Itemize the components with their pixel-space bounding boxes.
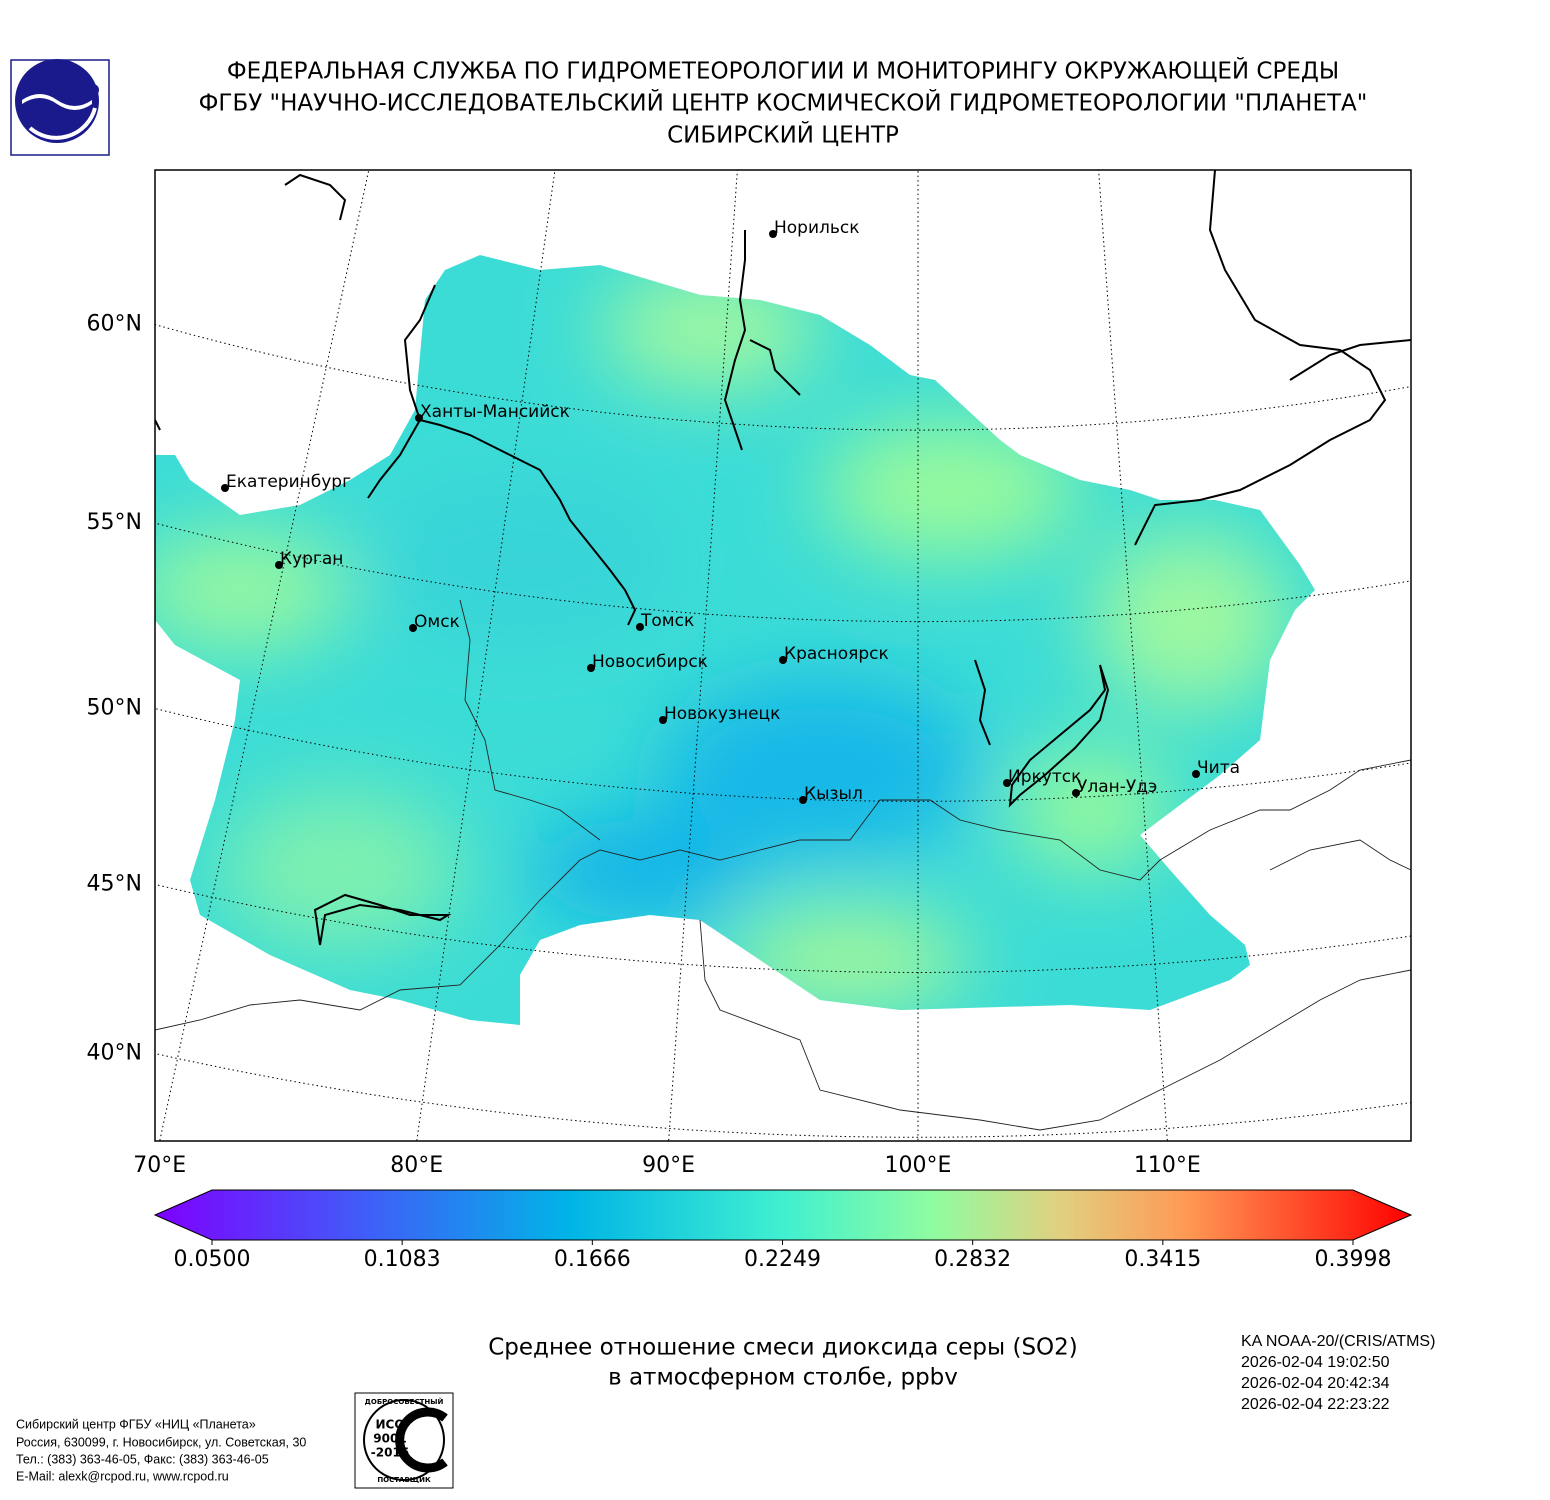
city-dot xyxy=(636,623,644,631)
city-dot xyxy=(799,796,807,804)
footer-line: Россия, 630099, г. Новосибирск, ул. Сове… xyxy=(16,1435,306,1449)
city-dot xyxy=(587,664,595,672)
axis-labels: 40°N 45°N 50°N 55°N 60°N 70°E 80°E 90°E 100°E 110… xyxy=(87,312,1201,1178)
lat-label: 45°N xyxy=(87,872,142,897)
iso-text: -2015 xyxy=(371,1446,409,1460)
city-dot xyxy=(415,414,423,422)
city-dot xyxy=(221,484,229,492)
pass-time: 2026-02-04 19:02:50 xyxy=(1241,1354,1390,1371)
city-label: Екатеринбург xyxy=(226,472,351,492)
map-title: в атмосферном столбе, ppbv xyxy=(608,1365,958,1391)
map-title: Среднее отношение смеси диоксида серы (S… xyxy=(488,1335,1078,1361)
city-label: Новокузнецк xyxy=(664,704,780,724)
city-label: Кызыл xyxy=(804,784,863,804)
logo xyxy=(10,59,110,156)
city-label: Красноярск xyxy=(784,644,889,664)
city-label: Норильск xyxy=(774,218,860,238)
pass-time: 2026-02-04 20:42:34 xyxy=(1241,1375,1390,1392)
city-dot xyxy=(769,230,777,238)
iso-text: ИСО xyxy=(375,1418,404,1432)
footer-line: Тел.: (383) 363-46-05, Факс: (383) 363-4… xyxy=(16,1452,269,1466)
lon-label: 100°E xyxy=(885,1153,952,1178)
city-label: Чита xyxy=(1197,758,1240,778)
colorbar-tick-label: 0.3998 xyxy=(1315,1247,1392,1272)
colorbar: 0.0500 0.1083 0.1666 0.2249 0.2832 0.3415 0.39… xyxy=(153,1189,1413,1272)
parallel xyxy=(155,522,1411,623)
iso-logo: ДОБРОСОВЕСТНЫЙ ИСО 9001 -2015 ПОСТАВЩИК xyxy=(354,1392,454,1489)
iso-text: 9001 xyxy=(373,1432,406,1446)
colorbar-tick-label: 0.3415 xyxy=(1124,1247,1201,1272)
lat-label: 50°N xyxy=(87,696,142,721)
city-dot xyxy=(409,624,417,632)
header-line: ФГБУ "НАУЧНО-ИССЛЕДОВАТЕЛЬСКИЙ ЦЕНТР КОС… xyxy=(199,89,1368,117)
city-dot xyxy=(1192,770,1200,778)
footer-line: E-Mail: alexk@rcpod.ru, www.rcpod.ru xyxy=(16,1469,229,1483)
lat-label: 60°N xyxy=(87,312,142,337)
city-label: Иркутск xyxy=(1008,767,1081,787)
lon-label: 90°E xyxy=(642,1153,695,1178)
parallel xyxy=(155,324,1411,431)
lon-label: 110°E xyxy=(1134,1153,1201,1178)
city-dot xyxy=(779,656,787,664)
lat-label: 55°N xyxy=(87,510,142,535)
city-dot xyxy=(1072,789,1080,797)
header-line: СИБИРСКИЙ ЦЕНТР xyxy=(667,121,899,149)
satellite-info: KA NOAA-20/(CRIS/ATMS) xyxy=(1241,1333,1435,1350)
colorbar-tick-label: 0.0500 xyxy=(174,1247,251,1272)
map-frame xyxy=(154,169,1412,1142)
iso-text: ДОБРОСОВЕСТНЫЙ xyxy=(365,1397,444,1406)
city-dot xyxy=(659,716,667,724)
cities: Норильск Ханты-Мансийск Екатеринбург Курган… xyxy=(221,218,1240,804)
coastlines xyxy=(155,170,1411,1131)
lat-label: 40°N xyxy=(87,1041,142,1066)
colorbar-tick-label: 0.2832 xyxy=(934,1247,1011,1272)
city-label: Томск xyxy=(640,611,694,631)
iso-text: ПОСТАВЩИК xyxy=(377,1476,431,1484)
city-label: Ханты-Мансийск xyxy=(420,402,570,422)
city-dot xyxy=(275,561,283,569)
colorbar-tick-label: 0.2249 xyxy=(744,1247,821,1272)
header-line: ФЕДЕРАЛЬНАЯ СЛУЖБА ПО ГИДРОМЕТЕОРОЛОГИИ … xyxy=(227,57,1339,85)
city-label: Курган xyxy=(280,549,343,569)
footer-line: Сибирский центр ФГБУ «НИЦ «Планета» xyxy=(16,1417,256,1431)
graticule xyxy=(155,170,1411,1141)
city-label: Новосибирск xyxy=(592,652,708,672)
city-dot xyxy=(1003,779,1011,787)
colorbar-tick-label: 0.1666 xyxy=(554,1247,631,1272)
so2-field xyxy=(155,255,1315,1025)
colorbar-body xyxy=(153,1189,1413,1241)
pass-time: 2026-02-04 22:23:22 xyxy=(1241,1396,1390,1413)
city-label: Улан-Удэ xyxy=(1077,777,1157,797)
parallel xyxy=(155,883,1411,974)
lon-label: 80°E xyxy=(390,1153,443,1178)
colorbar-tick-label: 0.1083 xyxy=(364,1247,441,1272)
city-label: Омск xyxy=(414,612,460,632)
lon-label: 70°E xyxy=(133,1153,186,1178)
